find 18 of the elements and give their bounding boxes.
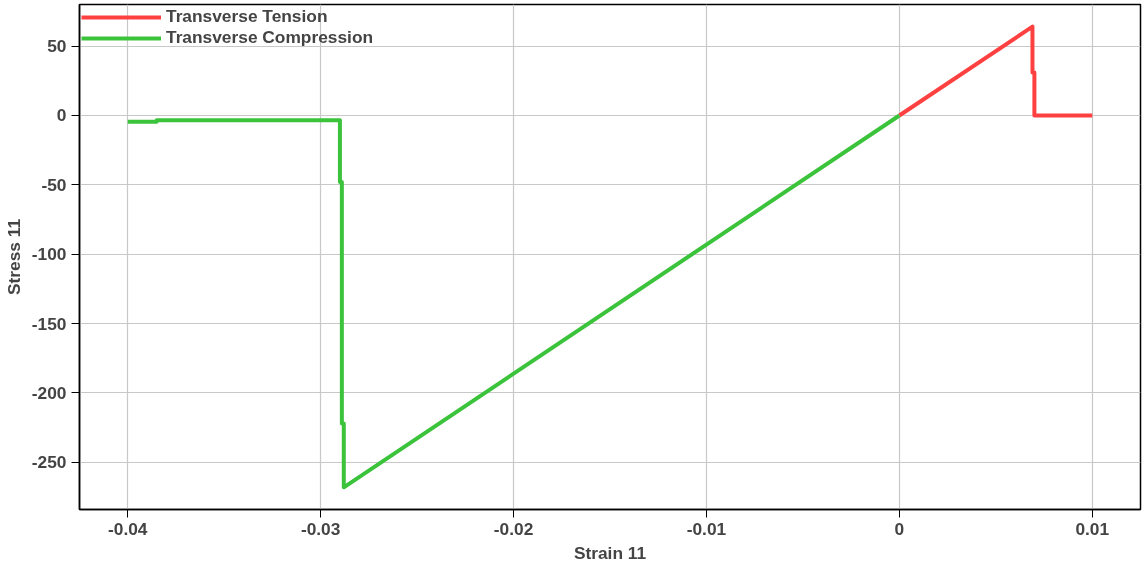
y-tick-label: -150 [31, 313, 67, 334]
x-tick-label: 0.01 [1075, 518, 1110, 539]
y-tick-label: -50 [41, 174, 67, 195]
x-tick-label: -0.02 [493, 518, 534, 539]
x-tick-label: -0.04 [107, 518, 148, 539]
line-series [125, 113, 902, 490]
x-tick-label: 0 [894, 518, 905, 539]
y-tick-label: -250 [31, 452, 67, 473]
x-tick-label: -0.03 [300, 518, 341, 539]
y-tick-label: -200 [31, 382, 67, 403]
legend-label: Transverse Tension [166, 6, 328, 27]
y-tick-label: 0 [56, 105, 67, 126]
y-axis-title: Stress 11 [3, 218, 24, 296]
y-tick-label: -100 [31, 244, 67, 265]
y-tick-label: 50 [47, 36, 67, 57]
legend-label: Transverse Compression [166, 27, 374, 48]
x-axis-title: Strain 11 [573, 542, 647, 563]
x-tick-label: -0.01 [686, 518, 727, 539]
